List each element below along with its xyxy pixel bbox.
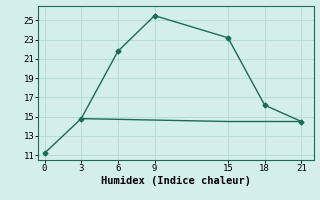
X-axis label: Humidex (Indice chaleur): Humidex (Indice chaleur) bbox=[101, 176, 251, 186]
